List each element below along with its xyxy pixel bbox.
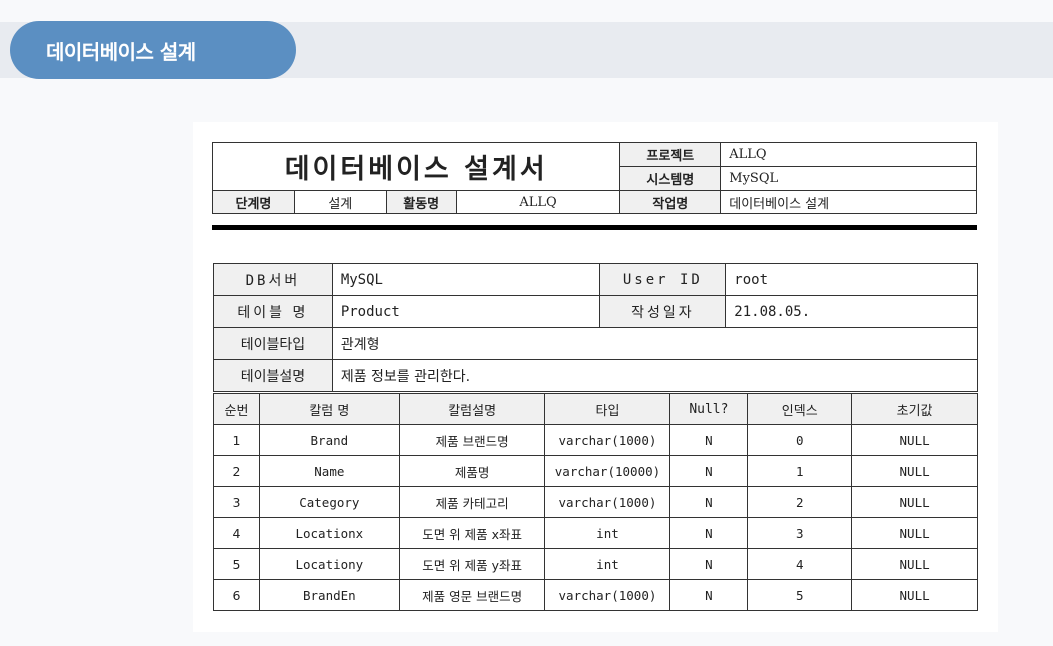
cell-default: NULL bbox=[851, 579, 978, 611]
cell-default: NULL bbox=[851, 548, 978, 580]
created-date-value: 21.08.05. bbox=[725, 295, 978, 328]
cell-seq: 6 bbox=[213, 579, 260, 611]
table-desc-label: 테이블설명 bbox=[213, 359, 333, 392]
cell-null: N bbox=[669, 517, 749, 549]
design-document: 데이터베이스 설계서 프로젝트 ALLQ 시스템명 MySQL 단계명 설계 활… bbox=[193, 122, 998, 632]
table-info: DB서버 MySQL User ID root 테이블 명 Product 작성… bbox=[213, 263, 979, 392]
activity-value: ALLQ bbox=[455, 190, 621, 214]
cell-index: 1 bbox=[747, 455, 853, 487]
task-label: 작업명 bbox=[619, 190, 722, 214]
stage-value: 설계 bbox=[293, 190, 387, 214]
cell-index: 4 bbox=[747, 548, 853, 580]
col-header-seq: 순번 bbox=[213, 393, 260, 425]
cell-column-name: BrandEn bbox=[258, 579, 400, 611]
col-header-default: 초기값 bbox=[851, 393, 978, 425]
cell-null: N bbox=[669, 424, 749, 456]
cell-type: varchar(1000) bbox=[544, 424, 671, 456]
col-header-null: Null? bbox=[669, 393, 749, 425]
section-title: 데이터베이스 설계 bbox=[10, 21, 296, 79]
db-server-label: DB서버 bbox=[213, 263, 333, 296]
table-type-label: 테이블타입 bbox=[213, 327, 333, 360]
column-definition-table: 순번 칼럼 명 칼럼설명 타입 Null? 인덱스 초기값 1 Brand 제품… bbox=[213, 393, 978, 611]
activity-label: 활동명 bbox=[385, 190, 457, 214]
table-row: 3 Category 제품 카테고리 varchar(1000) N 2 NUL… bbox=[213, 486, 978, 518]
table-name-label: 테이블 명 bbox=[213, 295, 333, 328]
cell-index: 5 bbox=[747, 579, 853, 611]
cell-index: 2 bbox=[747, 486, 853, 518]
cell-column-name: Brand bbox=[258, 424, 400, 456]
project-label: 프로젝트 bbox=[619, 142, 722, 167]
created-date-label: 작성일자 bbox=[599, 295, 727, 328]
cell-type: int bbox=[544, 548, 671, 580]
cell-column-desc: 도면 위 제품 x좌표 bbox=[398, 517, 546, 549]
table-row: 4 Locationx 도면 위 제품 x좌표 int N 3 NULL bbox=[213, 517, 978, 549]
cell-default: NULL bbox=[851, 455, 978, 487]
header-divider bbox=[212, 225, 977, 230]
table-row: 5 Locationy 도면 위 제품 y좌표 int N 4 NULL bbox=[213, 548, 978, 580]
cell-column-desc: 제품명 bbox=[398, 455, 546, 487]
cell-index: 0 bbox=[747, 424, 853, 456]
table-name-value: Product bbox=[331, 295, 601, 328]
document-header-table: 데이터베이스 설계서 프로젝트 ALLQ 시스템명 MySQL 단계명 설계 활… bbox=[211, 142, 977, 214]
cell-null: N bbox=[669, 579, 749, 611]
col-header-name: 칼럼 명 bbox=[258, 393, 400, 425]
cell-column-desc: 도면 위 제품 y좌표 bbox=[398, 548, 546, 580]
cell-type: varchar(1000) bbox=[544, 486, 671, 518]
user-id-label: User ID bbox=[599, 263, 727, 296]
cell-type: varchar(10000) bbox=[544, 455, 671, 487]
cell-column-name: Locationy bbox=[258, 548, 400, 580]
cell-seq: 2 bbox=[213, 455, 260, 487]
table-row: 2 Name 제품명 varchar(10000) N 1 NULL bbox=[213, 455, 978, 487]
col-header-desc: 칼럼설명 bbox=[398, 393, 546, 425]
cell-seq: 4 bbox=[213, 517, 260, 549]
user-id-value: root bbox=[725, 263, 978, 296]
stage-label: 단계명 bbox=[212, 190, 295, 214]
document-title: 데이터베이스 설계서 bbox=[211, 142, 621, 191]
cell-null: N bbox=[669, 486, 749, 518]
cell-type: int bbox=[544, 517, 671, 549]
project-value: ALLQ bbox=[720, 142, 977, 167]
cell-column-desc: 제품 영문 브랜드명 bbox=[398, 579, 546, 611]
task-value: 데이터베이스 설계 bbox=[720, 190, 977, 214]
cell-column-name: Category bbox=[258, 486, 400, 518]
cell-default: NULL bbox=[851, 486, 978, 518]
cell-type: varchar(1000) bbox=[544, 579, 671, 611]
cell-default: NULL bbox=[851, 517, 978, 549]
cell-index: 3 bbox=[747, 517, 853, 549]
table-row: 6 BrandEn 제품 영문 브랜드명 varchar(1000) N 5 N… bbox=[213, 579, 978, 611]
table-desc-value: 제품 정보를 관리한다. bbox=[331, 359, 979, 392]
cell-null: N bbox=[669, 548, 749, 580]
system-label: 시스템명 bbox=[619, 166, 722, 191]
cell-seq: 1 bbox=[213, 424, 260, 456]
cell-column-desc: 제품 카테고리 bbox=[398, 486, 546, 518]
cell-seq: 5 bbox=[213, 548, 260, 580]
table-row: 1 Brand 제품 브랜드명 varchar(1000) N 0 NULL bbox=[213, 424, 978, 456]
cell-column-desc: 제품 브랜드명 bbox=[398, 424, 546, 456]
cell-column-name: Name bbox=[258, 455, 400, 487]
cell-null: N bbox=[669, 455, 749, 487]
cell-column-name: Locationx bbox=[258, 517, 400, 549]
db-server-value: MySQL bbox=[331, 263, 601, 296]
col-header-type: 타입 bbox=[544, 393, 671, 425]
cell-default: NULL bbox=[851, 424, 978, 456]
col-header-index: 인덱스 bbox=[747, 393, 853, 425]
table-type-value: 관계형 bbox=[331, 327, 979, 360]
system-value: MySQL bbox=[720, 166, 977, 191]
column-header-row: 순번 칼럼 명 칼럼설명 타입 Null? 인덱스 초기값 bbox=[213, 393, 978, 425]
cell-seq: 3 bbox=[213, 486, 260, 518]
